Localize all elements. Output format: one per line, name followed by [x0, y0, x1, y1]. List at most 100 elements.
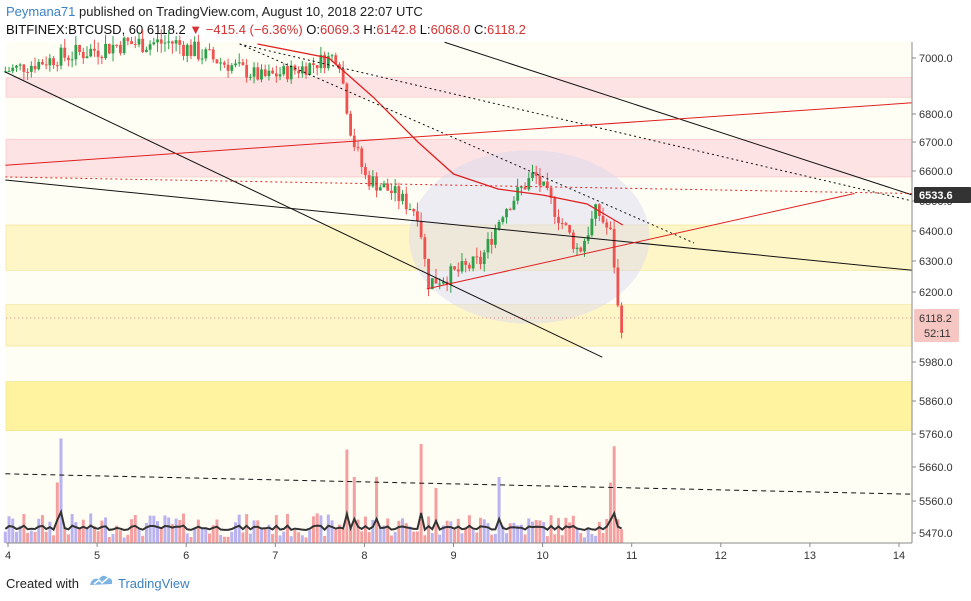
- volume-bar: [85, 528, 89, 543]
- volume-bar: [389, 535, 393, 543]
- volume-bar: [534, 520, 538, 543]
- candle-body: [523, 186, 527, 190]
- volume-bar: [549, 515, 553, 543]
- volume-bar: [241, 532, 245, 543]
- volume-bar: [456, 518, 460, 543]
- volume-bar: [531, 521, 535, 543]
- volume-bar: [137, 528, 141, 543]
- trendline-black-solid-1: [5, 179, 913, 271]
- y-tick-label: 5980.0: [919, 357, 953, 369]
- volume-bar: [349, 527, 353, 543]
- volume-bar: [497, 477, 501, 543]
- candle-body: [226, 64, 230, 71]
- volume-bar: [352, 477, 356, 543]
- candle-body: [93, 48, 96, 51]
- tradingview-logo-icon: [90, 575, 113, 585]
- candle-body: [115, 44, 119, 46]
- trendline-red-solid-6: [426, 193, 855, 290]
- x-tick-label: 14: [893, 550, 905, 562]
- open-value: 6069.3: [320, 22, 360, 37]
- candle-body: [133, 44, 137, 46]
- volume-bar: [289, 536, 293, 543]
- volume-bar: [586, 527, 590, 543]
- candle-body: [248, 76, 252, 78]
- candle-body: [126, 37, 130, 42]
- tradingview-link[interactable]: TradingView: [118, 576, 190, 591]
- volume-bar: [304, 537, 308, 543]
- volume-bar: [22, 514, 26, 543]
- candle-body: [449, 266, 453, 285]
- candle-body: [104, 43, 107, 59]
- x-tick-label: 11: [626, 550, 637, 562]
- volume-bar: [378, 526, 382, 543]
- candle-body: [308, 63, 312, 75]
- volume-bar: [92, 526, 96, 543]
- volume-bar: [408, 526, 412, 543]
- candle-body: [37, 61, 41, 70]
- volume-bar: [605, 519, 609, 543]
- volume-bar: [493, 533, 497, 543]
- volume-ma-line: [4, 508, 623, 532]
- candle-body: [345, 83, 349, 114]
- candle-body: [122, 37, 126, 54]
- candle-body: [119, 44, 122, 54]
- down-arrow-icon: ▼: [189, 22, 203, 37]
- candle-body: [479, 256, 482, 265]
- candle-body: [568, 224, 572, 233]
- high-value: 6142.8: [376, 22, 417, 37]
- volume-bar: [200, 527, 204, 543]
- volume-bar: [582, 537, 586, 543]
- volume-bar: [189, 536, 193, 543]
- candle-body: [33, 65, 37, 70]
- candle-body: [211, 49, 215, 60]
- volume-bar: [245, 514, 249, 543]
- countdown-label: 52:11: [924, 328, 951, 340]
- candle-body: [531, 172, 534, 179]
- volume-bar: [382, 525, 386, 543]
- candle-body: [538, 175, 542, 186]
- x-tick-label: 13: [804, 550, 816, 562]
- price-chart[interactable]: 7000.06800.06700.06600.06500.06400.06300…: [0, 0, 971, 566]
- volume-bar: [285, 513, 289, 543]
- volume-bar: [204, 527, 208, 543]
- volume-bar: [230, 531, 234, 543]
- candle-body: [26, 71, 30, 73]
- volume-bar: [571, 515, 575, 543]
- candle-body: [59, 47, 63, 66]
- volume-bar: [594, 535, 598, 543]
- candle-body: [408, 209, 412, 211]
- volume-bar: [104, 517, 108, 543]
- candle-body: [152, 42, 156, 45]
- volume-bar: [386, 518, 390, 543]
- candle-body: [107, 43, 111, 54]
- volume-bar: [375, 477, 379, 543]
- candle-body: [471, 256, 475, 269]
- y-tick-label: 6700.0: [919, 137, 953, 149]
- volume-bar: [126, 534, 130, 543]
- candle-body: [48, 58, 52, 66]
- volume-bar: [453, 529, 457, 543]
- y-tick-label: 6200.0: [919, 287, 953, 299]
- candle-body: [170, 41, 174, 44]
- volume-bar: [367, 532, 371, 543]
- volume-bar: [256, 520, 260, 543]
- volume-bar: [282, 531, 286, 543]
- volume-bar: [122, 537, 126, 543]
- candle-body: [512, 200, 516, 210]
- candle-body: [505, 209, 508, 218]
- volume-bar: [397, 520, 401, 543]
- volume-bar: [516, 525, 520, 543]
- volume-group: [3, 438, 624, 543]
- author-link[interactable]: Peymana71: [6, 4, 76, 19]
- candle-body: [534, 172, 538, 176]
- volume-bar: [471, 529, 475, 543]
- candle-body: [137, 38, 141, 45]
- candle-body: [456, 269, 460, 272]
- candle-body: [527, 178, 531, 190]
- candle-body: [145, 49, 148, 53]
- volume-bar: [564, 517, 568, 543]
- candle-body: [542, 181, 546, 186]
- volume-bar: [423, 535, 427, 543]
- volume-bar: [141, 535, 145, 543]
- volume-bar: [196, 519, 200, 543]
